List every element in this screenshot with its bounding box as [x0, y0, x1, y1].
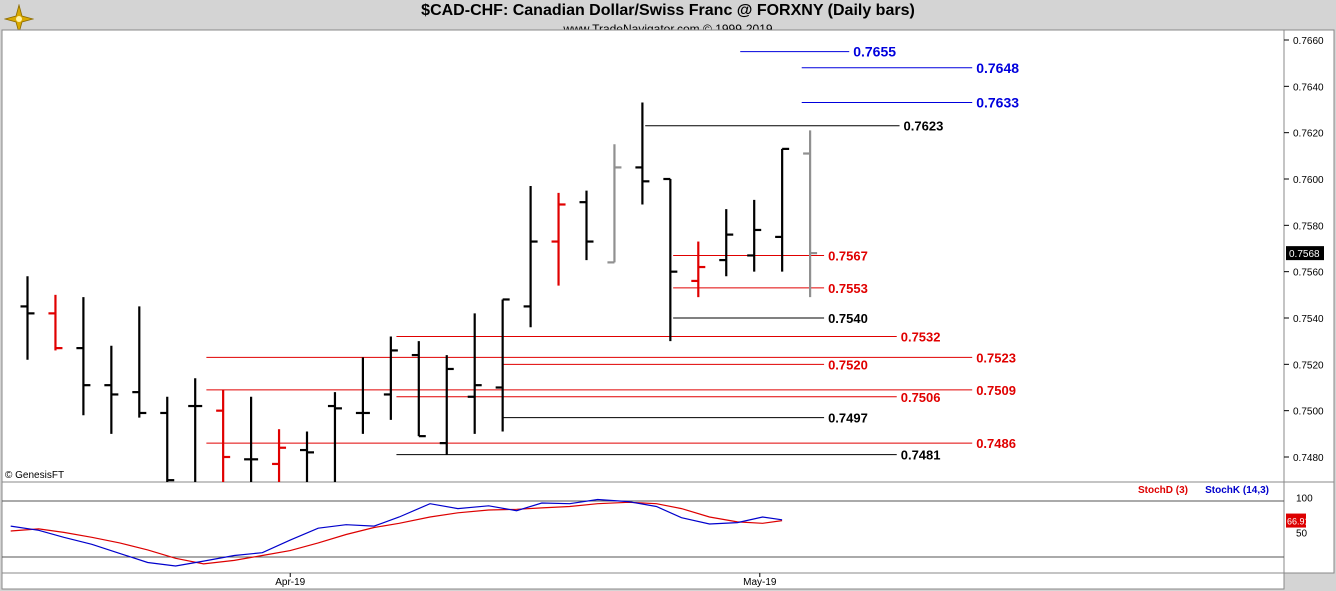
ohlc-bar [747, 199, 762, 272]
copyright-label: © GenesisFT [5, 470, 64, 481]
chart-title: $CAD-CHF: Canadian Dollar/Swiss Franc @ … [421, 2, 915, 19]
ohlc-bar [607, 144, 622, 264]
last-price-label: 0.7568 [1289, 249, 1320, 260]
level-label: 0.7486 [976, 436, 1016, 451]
ohlc-bar [48, 294, 63, 351]
ohlc-bar [188, 378, 203, 482]
ohlc-bar [244, 396, 259, 482]
y-tick-label: 0.7660 [1293, 36, 1324, 47]
ohlc-bar [300, 431, 314, 482]
level-label: 0.7553 [828, 281, 868, 296]
level-label: 0.7509 [976, 383, 1016, 398]
legend-stoch-k: StochK (14,3) [1205, 485, 1269, 496]
y-tick-label: 0.7600 [1293, 175, 1324, 186]
stoch-last-label: 66.91 [1287, 517, 1310, 527]
ohlc-bar [76, 297, 91, 416]
ohlc-bar [719, 209, 734, 277]
ohlc-bar [495, 298, 510, 432]
ohlc-bar [691, 241, 706, 298]
ohlc-bar [20, 276, 35, 360]
ohlc-bar [775, 147, 790, 272]
ohlc-bar [411, 341, 426, 438]
x-tick-label: Apr-19 [275, 577, 305, 588]
ohlc-bar [160, 396, 175, 482]
x-tick-label: May-19 [743, 577, 777, 588]
level-label: 0.7540 [828, 311, 868, 326]
stoch-k-line [10, 498, 783, 567]
stoch-tick-label: 50 [1296, 528, 1308, 539]
y-tick-label: 0.7500 [1293, 407, 1324, 418]
price-panel [1, 29, 1285, 483]
ohlc-bar [327, 392, 342, 482]
ohlc-bar [132, 306, 147, 418]
level-label: 0.7655 [853, 44, 896, 60]
ohlc-bar [272, 429, 287, 482]
level-label: 0.7497 [828, 411, 868, 426]
ohlc-bar [663, 177, 678, 342]
ohlc-bar [383, 336, 398, 420]
level-label: 0.7506 [901, 390, 941, 405]
level-label: 0.7532 [901, 330, 941, 345]
level-label: 0.7520 [828, 357, 868, 372]
legend-stoch-d: StochD (3) [1138, 485, 1188, 496]
y-tick-label: 0.7620 [1293, 129, 1324, 140]
stoch-d-line [10, 501, 783, 565]
level-label: 0.7633 [976, 95, 1019, 111]
ohlc-bar [579, 190, 594, 261]
y-tick-label: 0.7560 [1293, 268, 1324, 279]
level-label: 0.7523 [976, 350, 1016, 365]
level-label: 0.7648 [976, 60, 1019, 76]
y-tick-label: 0.7520 [1293, 360, 1324, 371]
ohlc-bar [635, 102, 650, 205]
stoch-last-marker [1286, 513, 1306, 528]
ohlc-bar [355, 357, 370, 434]
level-label: 0.7481 [901, 448, 941, 463]
ohlc-bar [439, 355, 454, 455]
level-label: 0.7567 [828, 248, 868, 263]
ohlc-bar [803, 130, 818, 298]
ohlc-bar [551, 192, 566, 286]
ohlc-bar [523, 185, 538, 328]
y-tick-label: 0.7640 [1293, 82, 1324, 93]
ohlc-bar [467, 313, 482, 434]
ohlc-bar [104, 345, 119, 434]
stoch-tick-label: 100 [1296, 493, 1313, 504]
y-tick-label: 0.7480 [1293, 453, 1324, 464]
date-axis [1, 572, 1285, 590]
last-price-marker [1286, 246, 1324, 261]
ohlc-bar [216, 389, 231, 482]
y-tick-label: 0.7580 [1293, 221, 1324, 232]
level-label: 0.7623 [904, 119, 944, 134]
y-tick-label: 0.7540 [1293, 314, 1324, 325]
stochastic-panel [1, 481, 1285, 574]
stochastic-axis [1283, 481, 1335, 574]
